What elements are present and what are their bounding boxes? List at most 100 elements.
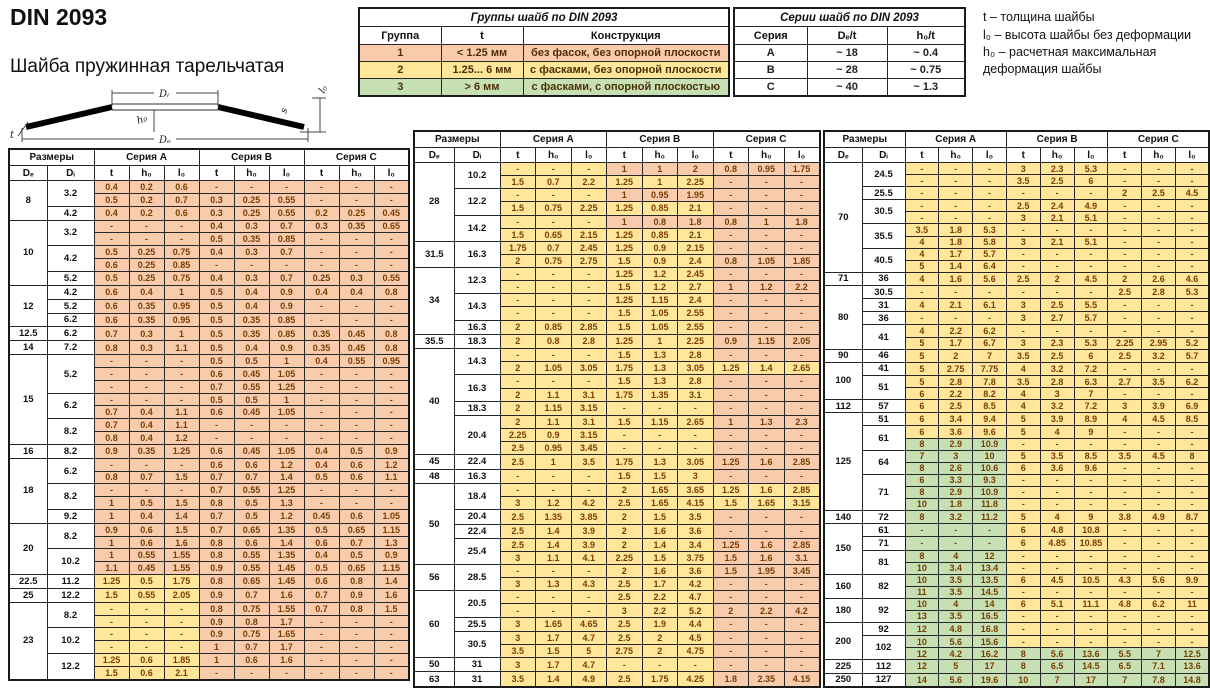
value-cell: 0.4 [198, 245, 235, 259]
value-cell: 2 [712, 603, 750, 618]
value-cell: - [606, 400, 643, 416]
value-cell: 0.4 [128, 284, 165, 300]
value-cell: - [128, 232, 165, 247]
value-cell: 1.25 [93, 653, 130, 667]
value-cell: 0.5 [338, 443, 375, 459]
value-cell: - [712, 348, 750, 363]
value-cell: - [641, 657, 679, 673]
value-cell: 6 [904, 412, 940, 427]
table-row: 10 3.4 13.4- - - - - - [824, 561, 1210, 575]
value-cell: - [303, 245, 340, 259]
value-cell: 0.95 [535, 441, 572, 456]
value-cell: 1 [748, 214, 785, 229]
value-cell: 2.05 [163, 587, 200, 603]
sizes-header: Размеры [823, 130, 906, 148]
value-cell: 1.65 [535, 616, 572, 632]
value-cell: 0.25 [128, 270, 165, 286]
di-cell: 9.2 [46, 508, 95, 524]
value-cell: 1.2 [373, 457, 410, 472]
value-cell: - [1141, 485, 1176, 499]
value-cell: - [1107, 223, 1143, 237]
value-cell: 13.5 [972, 573, 1007, 587]
value-cell: - [163, 457, 200, 472]
value-cell: - [338, 431, 375, 445]
table-row: 8 3.2 0.4 0.2 0.6- - - - - - [8, 180, 410, 221]
value-cell: 2.15 [677, 240, 714, 255]
value-cell: - [938, 523, 974, 538]
value-cell: 0.3 [198, 192, 235, 207]
table-row: 5.2 0.6 0.35 0.95 0.5 0.4 0.9- - - [9, 298, 410, 314]
table-row: 35.5 3.5 1.8 5.3- - - - - - [824, 223, 1210, 249]
value-cell: 0.6 [303, 573, 340, 589]
value-cell: 5.3 [1073, 336, 1109, 350]
table-row: 6.2 0.6 0.35 0.95 0.5 0.35 0.85- - - [9, 312, 410, 328]
value-cell: - [535, 188, 572, 203]
table-row: 3 1.3 4.3 2.5 1.7 4.2- - - [414, 577, 821, 592]
value-cell: 0.3 [303, 219, 340, 234]
di-cell: 6.2 [46, 392, 95, 420]
table-row: 12.2 1.25 0.6 1.85 1 0.6 1.6- - - [9, 653, 410, 681]
value-cell: 0.8 [373, 340, 410, 356]
value-cell: 17 [1073, 672, 1109, 688]
value-cell: - [1174, 199, 1210, 213]
value-cell: 0.6 [93, 257, 130, 272]
di-cell: 12.3 [453, 266, 501, 295]
di-cell: 14.2 [453, 214, 501, 242]
value-cell: - [1141, 311, 1176, 326]
value-cell: 1.25 [712, 482, 750, 498]
value-cell: - [570, 482, 608, 498]
value-cell: - [1174, 361, 1210, 376]
di-cell: 28.5 [453, 564, 501, 592]
value-cell: 2.2 [938, 387, 974, 401]
table-row: 4.2 0.5 0.25 0.75 0.4 0.3 0.7- - - [9, 245, 410, 272]
value-cell: 0.2 [303, 205, 340, 221]
value-cell: - [1141, 635, 1176, 649]
value-cell: 0.8 [373, 326, 410, 342]
di-cell: 57 [861, 399, 906, 414]
value-cell: - [93, 232, 130, 247]
value-cell: 2 [606, 482, 643, 498]
value-cell: 7 [1039, 672, 1075, 688]
value-cell: 10 [904, 597, 940, 611]
column-header: l₀ [570, 147, 608, 163]
value-cell: - [163, 354, 200, 369]
value-cell: - [233, 665, 270, 681]
value-cell: - [570, 266, 608, 282]
value-cell: - [641, 441, 679, 456]
value-cell: - [499, 468, 536, 484]
column-header: t [440, 26, 524, 45]
value-cell: - [535, 293, 572, 308]
value-cell: 1.7 [938, 336, 974, 350]
value-cell: 5 [904, 259, 940, 273]
value-cell: 2.5 [938, 399, 974, 414]
value-cell: 1.25 [712, 454, 750, 470]
de-cell: 112 [823, 399, 863, 414]
series-header: Серия B [198, 148, 305, 166]
value-cell: - [373, 379, 410, 394]
value-cell: - [570, 293, 608, 308]
value-cell: 14.8 [1174, 672, 1210, 688]
di-cell: 4.2 [46, 245, 95, 272]
value-cell: - [783, 643, 821, 659]
value-cell: - [163, 614, 200, 629]
value-cell: - [303, 257, 340, 272]
page-title: DIN 2093 [10, 4, 108, 30]
value-cell: - [338, 665, 375, 681]
value-cell: 0.5 [198, 326, 235, 342]
value-cell: - [1073, 247, 1109, 261]
table-row: 25 12.2 1.5 0.55 2.05 0.9 0.7 1.6 0.7 0.9 1.6 [8, 587, 410, 603]
value-cell: 7.2 [1073, 361, 1109, 376]
table-row: 30.5 3 1.7 4.7 2.5 2 4.5- - - [414, 630, 821, 659]
value-cell: 4.5 [1073, 271, 1109, 286]
value-cell: 2.25 [606, 550, 643, 566]
value-cell: 2.9 [938, 485, 974, 499]
value-cell: - [748, 319, 785, 335]
value-cell: 3.15 [570, 428, 608, 443]
di-cell: 3.2 [46, 219, 95, 247]
value-cell: 1.4 [641, 537, 679, 552]
value-cell: 0.7 [268, 245, 305, 259]
value-cell: 5.7 [1174, 348, 1210, 363]
value-cell: - [1141, 161, 1176, 176]
value-cell: 0.9 [268, 284, 305, 300]
value-cell: 2 [499, 361, 536, 376]
